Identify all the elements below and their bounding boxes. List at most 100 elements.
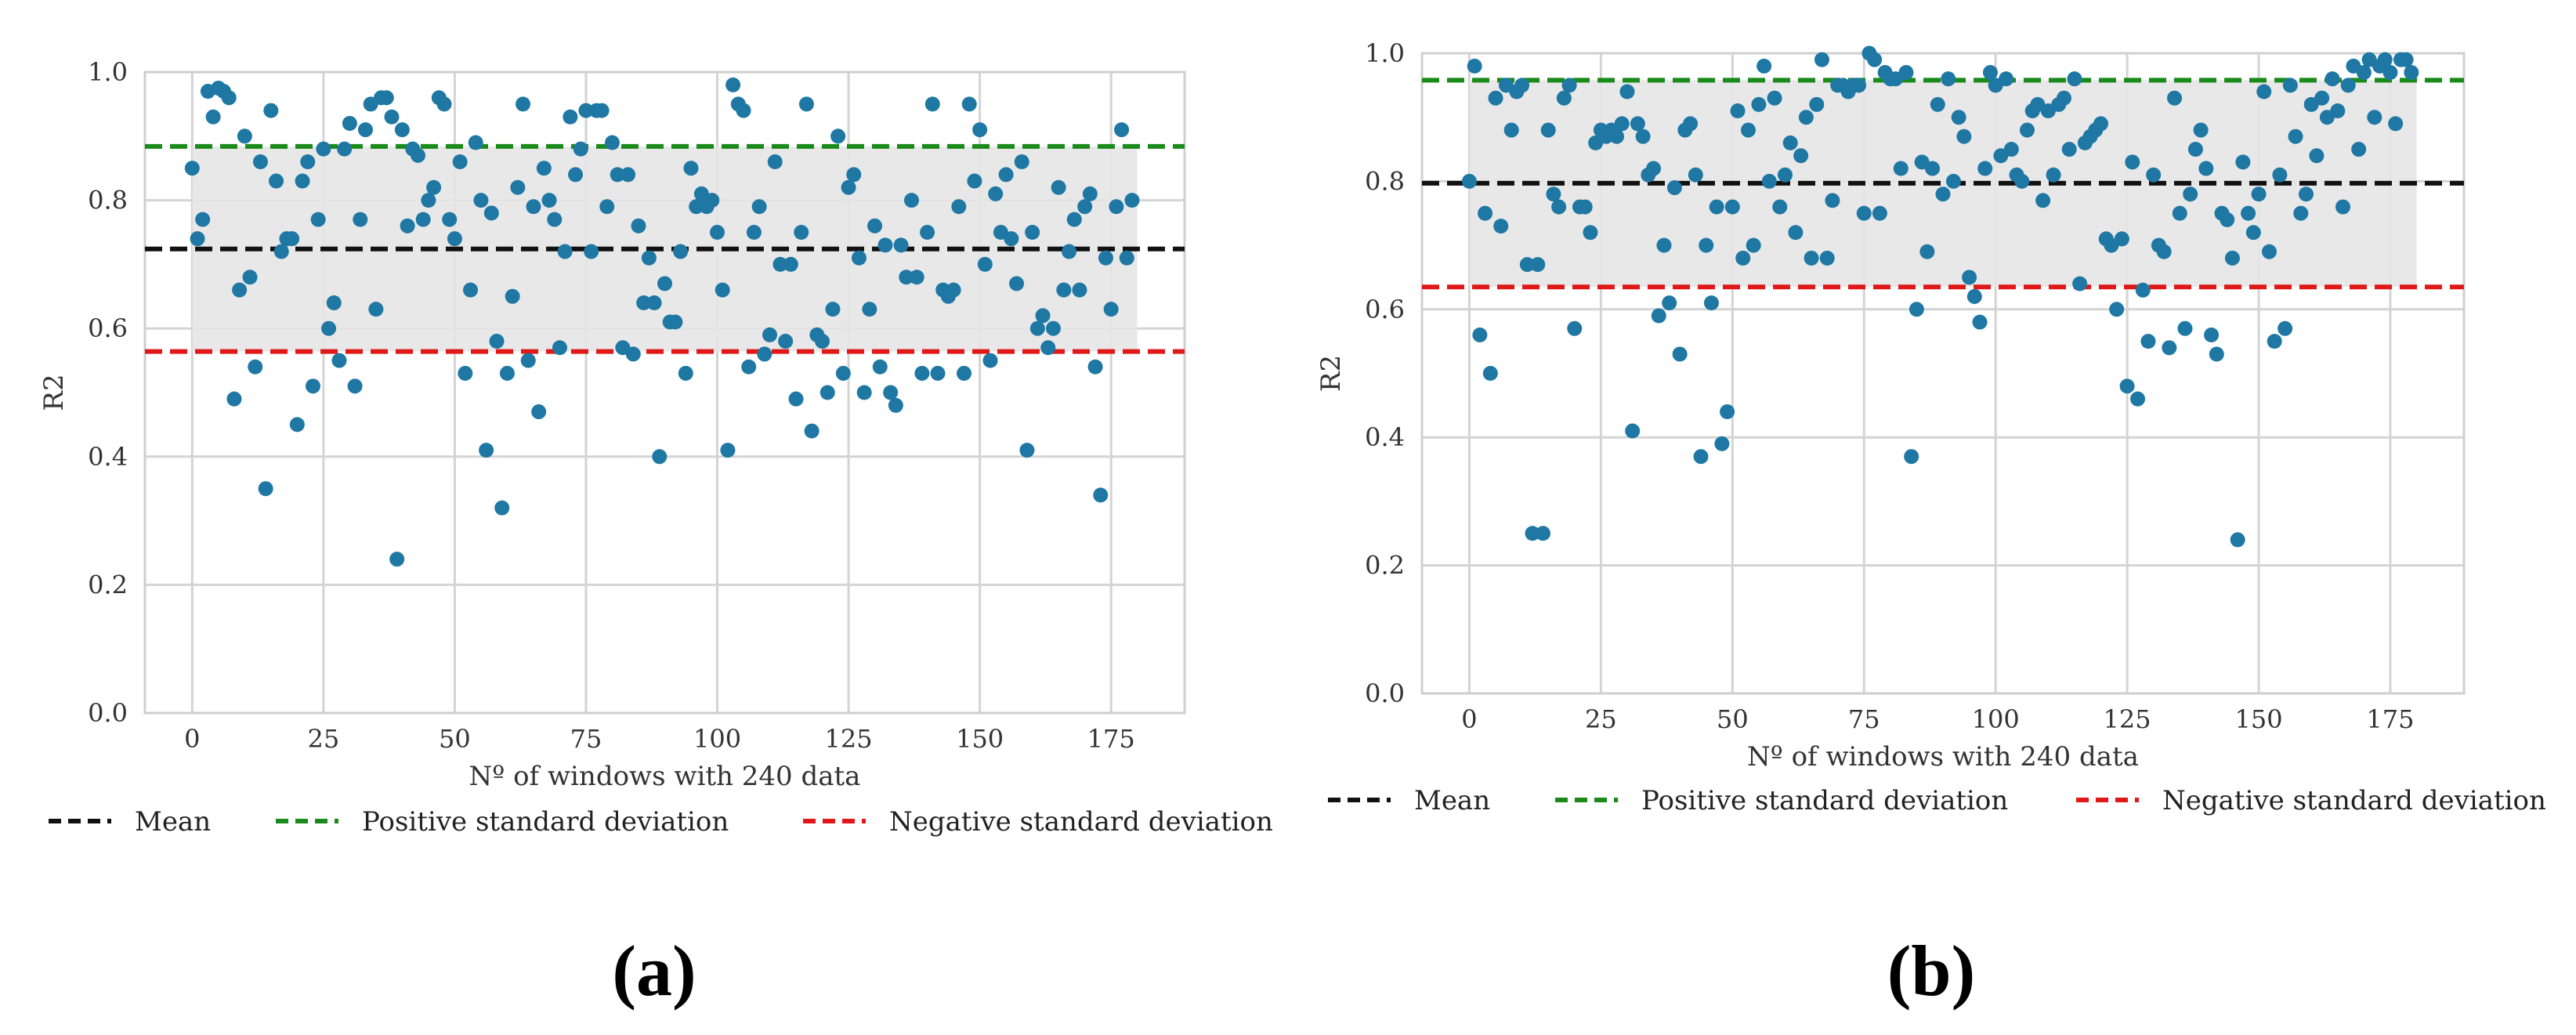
data-point	[421, 193, 436, 208]
data-point	[1467, 58, 1482, 74]
data-point	[1683, 116, 1699, 132]
data-point	[967, 173, 982, 189]
data-point	[2156, 244, 2172, 259]
data-point	[835, 365, 851, 381]
data-point	[310, 212, 326, 227]
data-point	[772, 256, 788, 272]
data-point	[1066, 212, 1082, 227]
y-tick-label: 0.8	[88, 186, 128, 215]
data-point	[226, 391, 242, 407]
data-point	[972, 122, 988, 138]
data-point	[604, 135, 620, 150]
data-point	[778, 334, 794, 349]
data-point	[1109, 199, 1124, 215]
data-point	[794, 225, 809, 240]
data-point	[930, 365, 946, 381]
data-point	[1004, 231, 1019, 247]
data-point	[1772, 199, 1788, 215]
data-point	[2235, 154, 2251, 170]
data-point	[415, 212, 431, 227]
data-point	[337, 141, 353, 157]
data-point	[610, 167, 625, 183]
data-point	[463, 282, 479, 298]
data-point	[1757, 58, 1772, 74]
data-point	[736, 103, 751, 118]
data-point	[1867, 52, 1883, 67]
data-point	[2351, 142, 2367, 157]
data-point	[646, 295, 662, 310]
data-point	[483, 205, 499, 221]
data-point	[1535, 526, 1550, 541]
data-point	[1851, 78, 1867, 93]
data-point	[1709, 199, 1724, 215]
data-point	[411, 147, 426, 163]
data-point	[1693, 449, 1709, 465]
data-point	[273, 244, 289, 259]
data-point	[767, 154, 783, 170]
data-point	[877, 237, 893, 253]
data-point	[641, 250, 657, 266]
data-point	[710, 225, 725, 240]
data-point	[342, 115, 357, 131]
data-point	[1514, 78, 1530, 93]
x-tick-label: 50	[439, 724, 471, 754]
data-point	[1551, 199, 1567, 215]
data-point	[353, 212, 368, 227]
data-point	[2114, 231, 2129, 247]
y-tick-label: 0.6	[1365, 295, 1405, 324]
data-point	[326, 295, 342, 310]
data-point	[2125, 154, 2140, 170]
data-point	[1788, 225, 1804, 241]
data-point	[1977, 161, 1993, 176]
data-point	[1925, 161, 1941, 176]
data-point	[458, 365, 473, 381]
data-point	[1482, 366, 1498, 381]
data-point	[1488, 90, 1503, 106]
x-tick-label: 100	[693, 724, 741, 754]
data-point	[2130, 391, 2146, 407]
data-point	[862, 302, 877, 317]
data-point	[289, 417, 305, 432]
data-point	[248, 359, 263, 375]
data-point	[1972, 314, 1988, 330]
data-point	[1646, 161, 1662, 176]
data-point	[741, 359, 757, 375]
data-point	[1103, 302, 1119, 317]
data-point	[2067, 71, 2082, 87]
data-point	[1740, 122, 1756, 138]
data-point	[1798, 110, 1814, 125]
data-point	[505, 288, 520, 304]
data-point	[631, 218, 646, 233]
data-point	[2377, 52, 2393, 67]
data-point	[2325, 71, 2340, 87]
data-point	[473, 193, 489, 208]
data-point	[1651, 308, 1666, 324]
data-point	[1503, 122, 1519, 138]
data-point	[2330, 103, 2346, 119]
data-point	[526, 199, 541, 215]
plot-frame	[143, 71, 1186, 715]
data-point	[1688, 167, 1703, 183]
data-point	[1956, 128, 1972, 144]
data-point	[899, 270, 914, 285]
data-point	[426, 179, 442, 195]
data-point	[751, 199, 767, 215]
data-point	[1814, 52, 1830, 67]
data-point	[1730, 103, 1746, 119]
y-tick-label: 1.0	[88, 57, 128, 87]
y-tick-label: 0.0	[1365, 679, 1405, 708]
data-point	[1930, 96, 1945, 112]
data-point	[2056, 90, 2071, 106]
data-point	[263, 103, 279, 118]
data-point	[636, 295, 652, 310]
data-point	[2209, 346, 2224, 362]
x-tick-label: 25	[1585, 704, 1617, 734]
data-point	[2298, 186, 2314, 202]
data-point	[715, 282, 730, 298]
data-point	[2267, 334, 2282, 349]
data-point	[872, 359, 888, 375]
data-point	[578, 103, 594, 118]
data-point	[830, 128, 846, 144]
data-point	[2224, 250, 2240, 266]
